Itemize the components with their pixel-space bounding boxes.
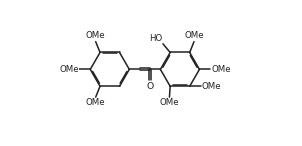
Text: OMe: OMe: [211, 65, 231, 74]
Text: OMe: OMe: [185, 32, 204, 40]
Text: OMe: OMe: [59, 65, 79, 74]
Text: OMe: OMe: [160, 98, 179, 107]
Text: OMe: OMe: [201, 82, 221, 91]
Text: OMe: OMe: [85, 98, 105, 107]
Text: O: O: [146, 82, 153, 91]
Text: HO: HO: [149, 34, 162, 43]
Text: OMe: OMe: [85, 32, 105, 40]
